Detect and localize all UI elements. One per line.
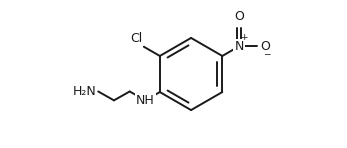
Text: Cl: Cl: [130, 32, 143, 45]
Text: N: N: [235, 40, 244, 53]
Text: O: O: [234, 10, 244, 23]
Text: O: O: [260, 40, 270, 53]
Text: +: +: [240, 33, 247, 42]
Text: NH: NH: [136, 94, 155, 107]
Text: −: −: [263, 49, 270, 58]
Text: H₂N: H₂N: [73, 85, 96, 98]
